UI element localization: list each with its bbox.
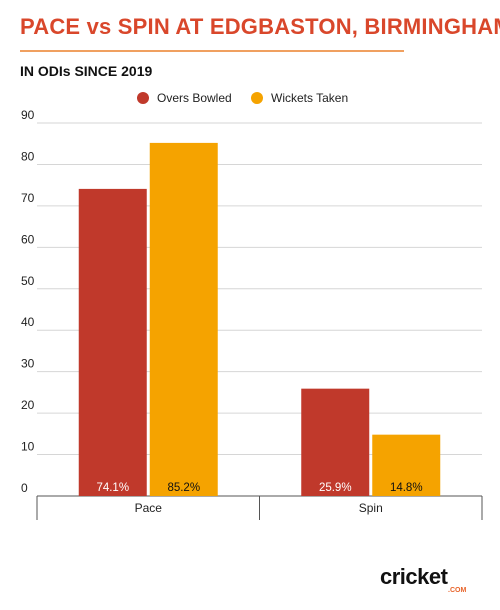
bar-spin-overs-bowled [301, 388, 370, 496]
y-tick-label-90: 90 [21, 108, 35, 122]
legend: Overs Bowled Wickets Taken [0, 88, 500, 108]
data-label-pace-overs-bowled: 74.1% [96, 482, 129, 494]
legend-label-overs: Overs Bowled [157, 91, 232, 105]
chart-subtitle: IN ODIs SINCE 2019 [20, 63, 153, 79]
y-tick-label-60: 60 [21, 232, 35, 246]
y-tick-label-80: 80 [21, 149, 35, 163]
y-tick-label-70: 70 [21, 191, 35, 205]
legend-swatch-wickets [251, 92, 263, 104]
bar-pace-overs-bowled [78, 188, 147, 496]
y-tick-label-30: 30 [21, 357, 35, 371]
data-label-spin-wickets-taken: 14.8% [390, 482, 423, 494]
legend-label-wickets: Wickets Taken [271, 91, 349, 105]
chart-title: PACE vs SPIN AT EDGBASTON, BIRMINGHAM [20, 14, 500, 39]
bar-pace-wickets-taken [149, 142, 218, 497]
y-tick-label-0: 0 [21, 481, 28, 495]
legend-item-wickets: Wickets Taken [251, 88, 348, 108]
x-tick-label-pace: Pace [135, 501, 163, 515]
x-tick-label-spin: Spin [359, 501, 383, 515]
y-tick-label-20: 20 [21, 398, 35, 412]
bar-spin-wickets-taken [372, 434, 441, 496]
y-tick-label-50: 50 [21, 274, 35, 288]
data-label-spin-overs-bowled: 25.9% [319, 482, 352, 494]
logo-suffix: .COM [448, 587, 467, 594]
title-underline [20, 50, 404, 52]
legend-item-overs: Overs Bowled [137, 88, 232, 108]
legend-swatch-overs [137, 92, 149, 104]
cricket-com-logo: cricket [380, 564, 448, 589]
data-label-pace-wickets-taken: 85.2% [167, 482, 200, 494]
y-tick-label-40: 40 [21, 315, 35, 329]
y-tick-label-10: 10 [21, 440, 35, 454]
